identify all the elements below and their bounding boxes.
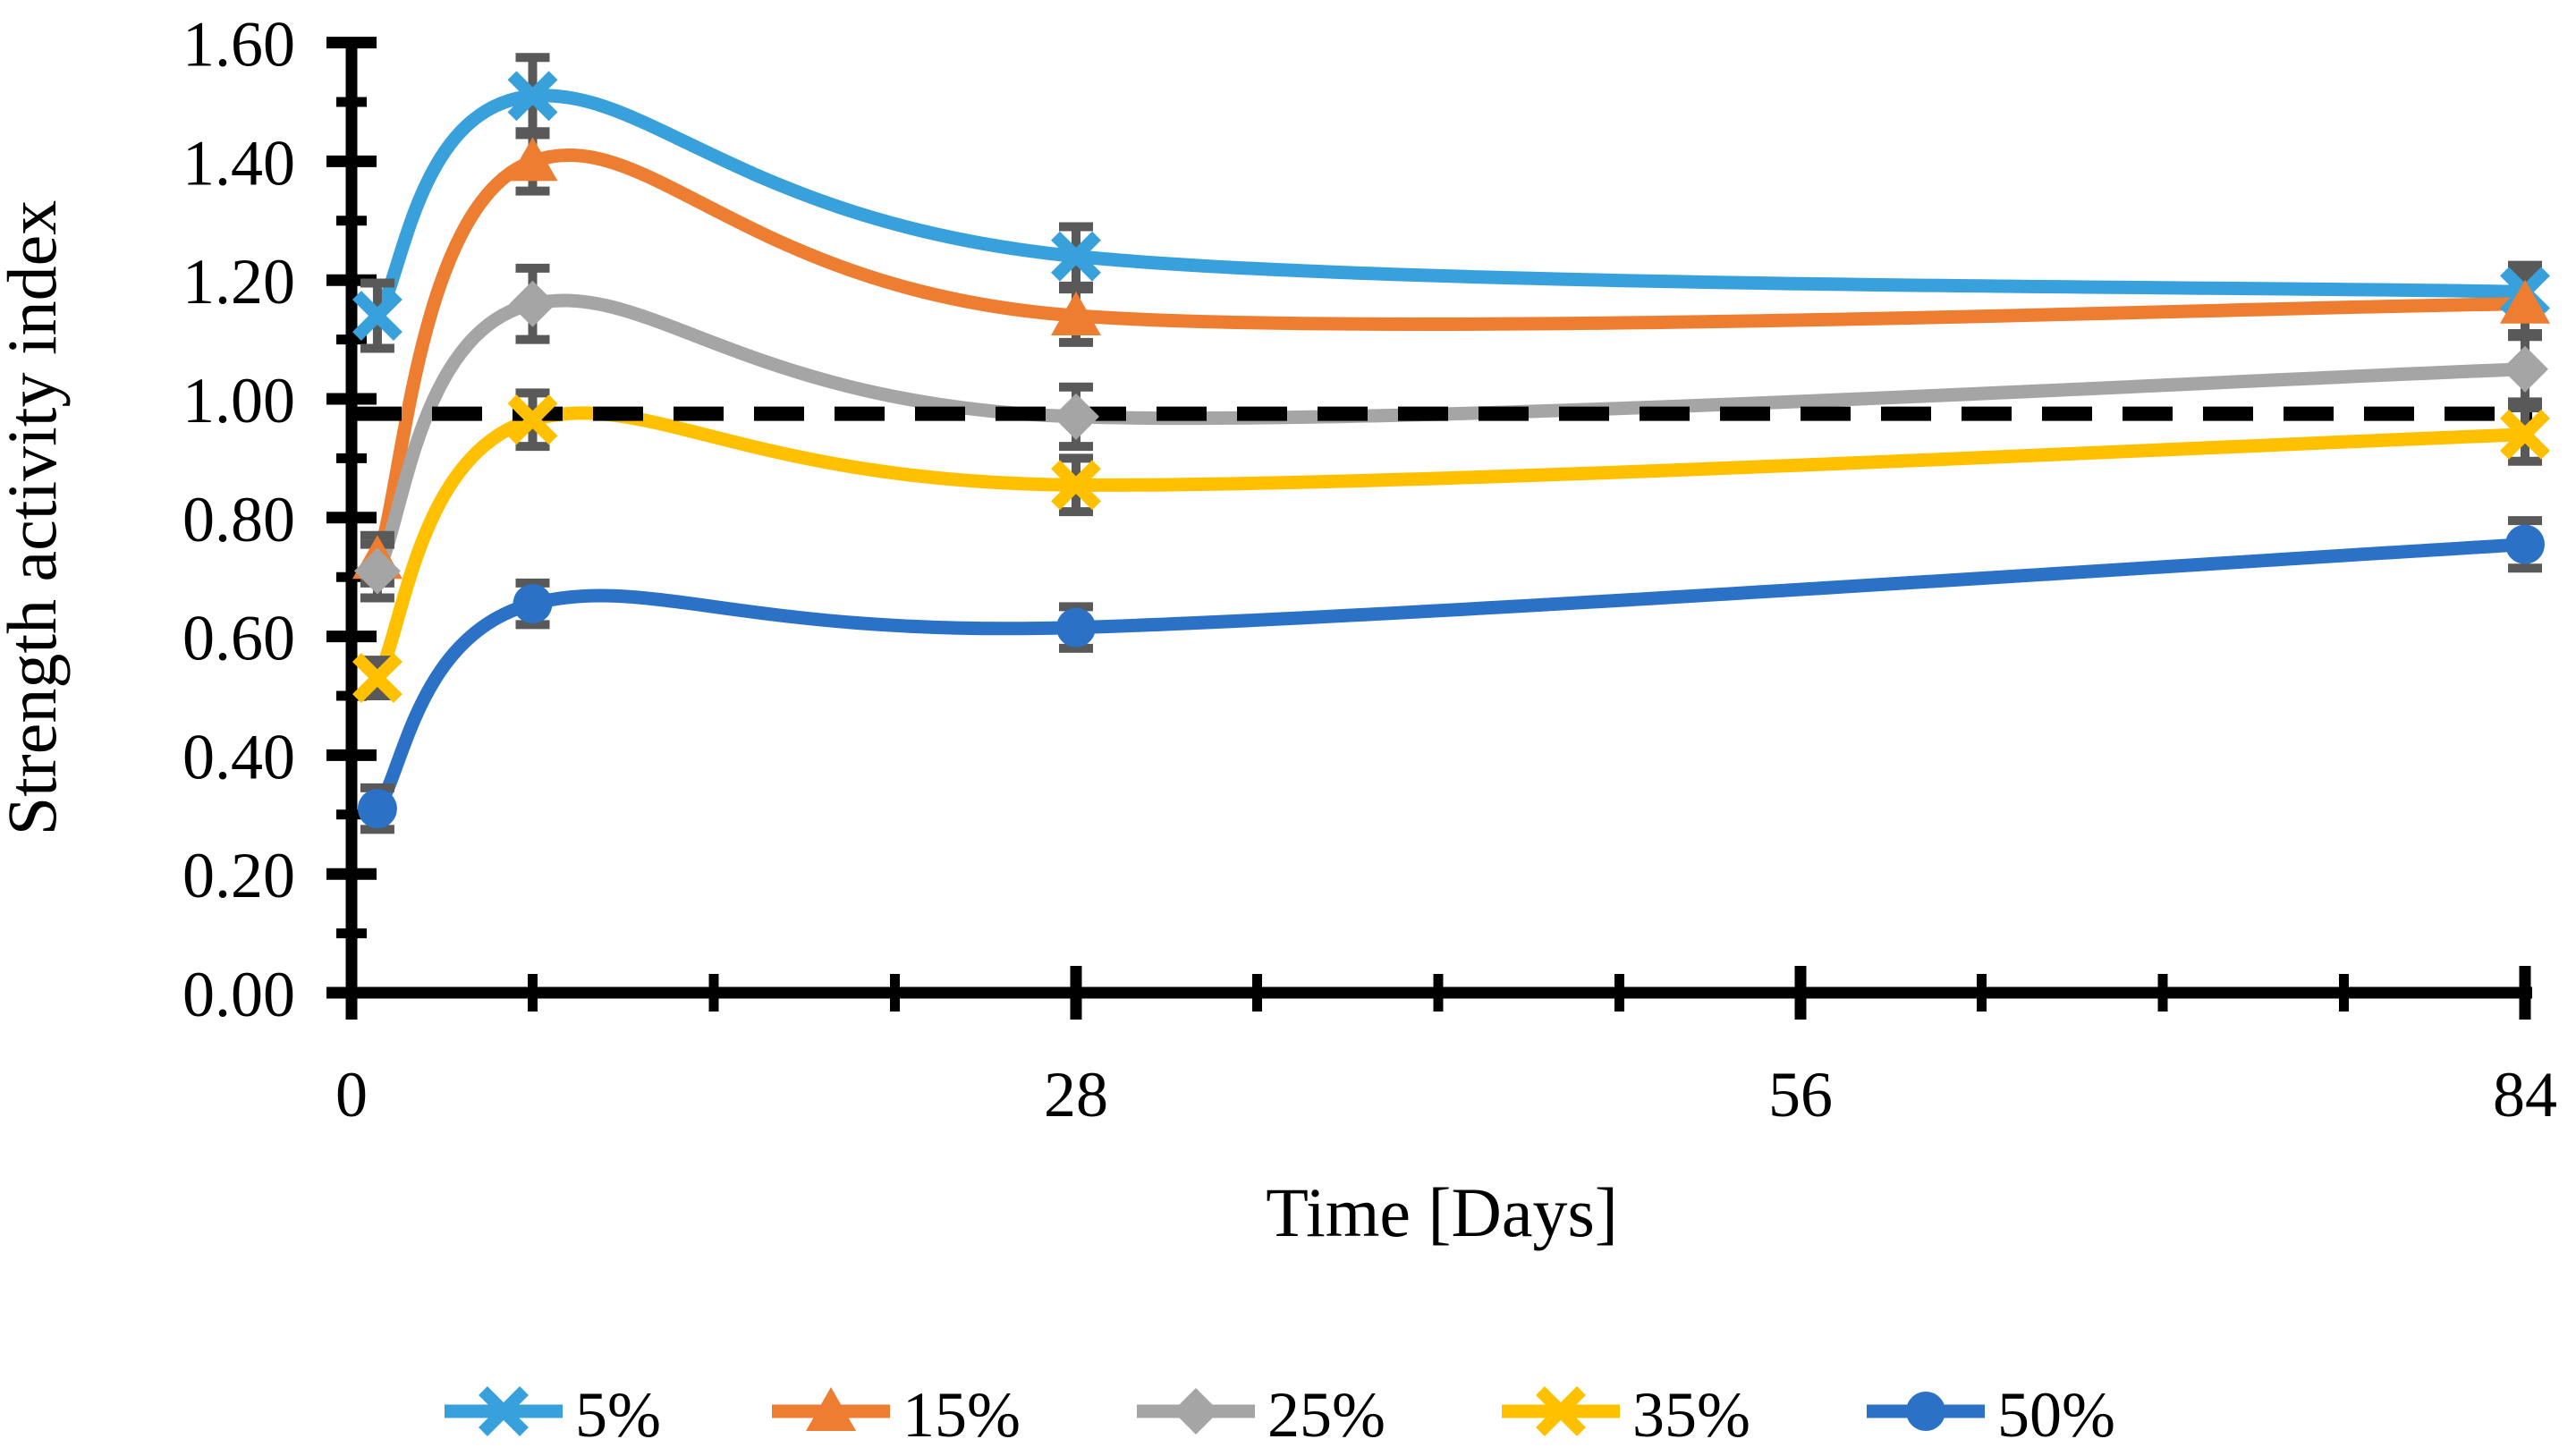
y-tick-label: 0.60 bbox=[182, 603, 295, 674]
diamond-marker-icon bbox=[509, 280, 556, 327]
curve-15% bbox=[370, 148, 2532, 566]
triangle-marker-icon bbox=[806, 1387, 856, 1431]
x-marker-icon bbox=[352, 653, 402, 704]
series-markers bbox=[352, 71, 2550, 829]
y-tick-label: 0.80 bbox=[182, 484, 295, 555]
diamond-marker-icon bbox=[2502, 345, 2548, 393]
circle-marker-icon bbox=[1056, 607, 1096, 648]
x-tick-label: 84 bbox=[2493, 1059, 2557, 1130]
diamond-marker-icon bbox=[1173, 1388, 1219, 1435]
x-marker-icon bbox=[1051, 460, 1101, 511]
triangle-marker-icon bbox=[507, 137, 558, 182]
series-curves bbox=[370, 89, 2532, 816]
legend: 5% 15% 25% 35% 50% bbox=[445, 1379, 2115, 1451]
diamond-marker-icon bbox=[353, 547, 401, 595]
legend-label: 15% bbox=[902, 1379, 1021, 1451]
triangle-marker-icon bbox=[2500, 279, 2550, 324]
y-axis-title: Strength activity index bbox=[0, 200, 71, 836]
circle-marker-icon bbox=[513, 584, 553, 624]
legend-label: 35% bbox=[1632, 1379, 1750, 1451]
legend-label: 50% bbox=[1997, 1379, 2115, 1451]
legend-label: 25% bbox=[1267, 1379, 1385, 1451]
legend-item-15%: 15% bbox=[772, 1379, 1021, 1451]
x-marker-icon bbox=[1051, 231, 1101, 282]
legend-item-5%: 5% bbox=[445, 1379, 661, 1451]
y-tick-label: 1.20 bbox=[182, 246, 295, 317]
y-tick-label: 0.20 bbox=[182, 840, 295, 911]
y-tick-label: 1.60 bbox=[182, 9, 295, 80]
y-tick-label: 1.40 bbox=[182, 127, 295, 199]
circle-marker-icon bbox=[357, 789, 397, 829]
legend-item-25%: 25% bbox=[1137, 1379, 1385, 1451]
x-marker-icon bbox=[352, 291, 402, 341]
circle-marker-icon bbox=[2505, 524, 2545, 564]
x-marker-icon bbox=[1536, 1386, 1586, 1436]
curve-35% bbox=[370, 406, 2532, 685]
legend-item-35%: 35% bbox=[1502, 1379, 1750, 1451]
circle-marker-icon bbox=[1906, 1392, 1945, 1431]
x-axis-title: Time [Days] bbox=[1266, 1173, 1618, 1251]
curve-50% bbox=[370, 538, 2532, 816]
curve-5% bbox=[370, 89, 2532, 323]
x-marker-icon bbox=[2500, 409, 2550, 460]
x-tick-label: 0 bbox=[335, 1059, 368, 1130]
triangle-marker-icon bbox=[1051, 292, 1101, 336]
legend-item-50%: 50% bbox=[1867, 1379, 2115, 1451]
axes: 0.00 0.20 0.40 0.60 0.80 1.00 1.20 1.40 1.60 0 28 5… bbox=[182, 9, 2557, 1130]
x-marker-icon bbox=[507, 71, 558, 122]
y-tick-label: 0.00 bbox=[182, 959, 295, 1030]
x-marker-icon bbox=[507, 394, 558, 445]
y-tick-label: 0.40 bbox=[182, 721, 295, 792]
legend-label: 5% bbox=[575, 1379, 661, 1451]
x-tick-label: 28 bbox=[1044, 1059, 1108, 1130]
y-tick-label: 1.00 bbox=[182, 365, 295, 436]
diamond-marker-icon bbox=[1053, 393, 1099, 440]
x-tick-label: 56 bbox=[1768, 1059, 1833, 1130]
x-marker-icon bbox=[479, 1386, 529, 1436]
